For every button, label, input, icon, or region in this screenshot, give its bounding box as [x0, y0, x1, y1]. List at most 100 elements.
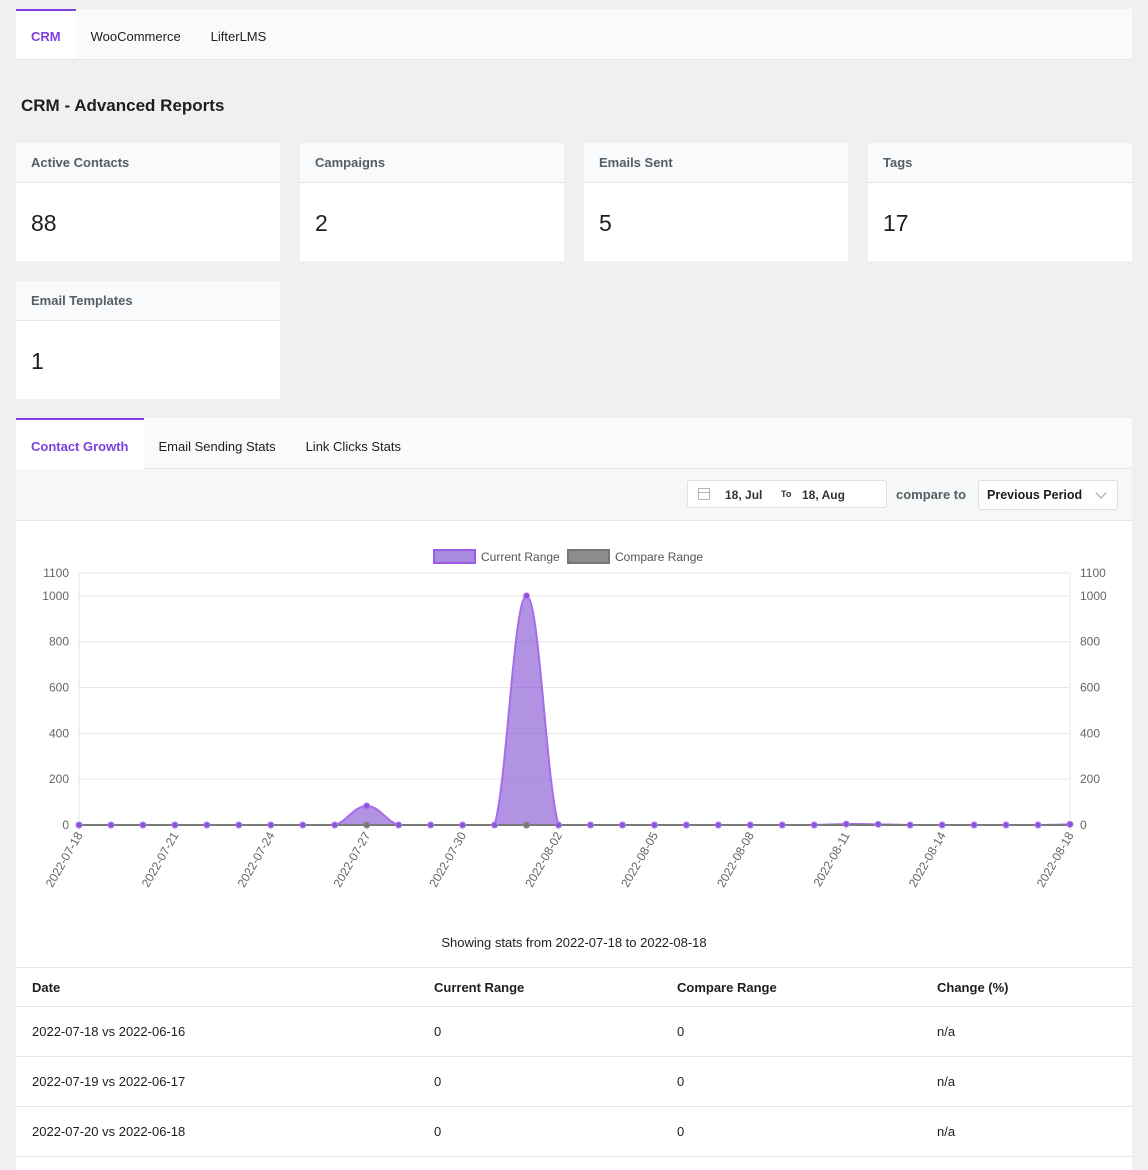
cell-current: 0	[434, 1124, 442, 1139]
card-value: 88	[31, 210, 57, 236]
compare-select[interactable]: Previous Period	[978, 480, 1118, 510]
legend-label-0[interactable]: Current Range	[481, 550, 560, 564]
data-point-0[interactable]	[938, 821, 946, 829]
card-value: 1	[31, 348, 44, 374]
tab-lifterlms[interactable]: LifterLMS	[210, 29, 267, 44]
date-start[interactable]: 18, Jul	[725, 488, 763, 502]
compare-select-value: Previous Period	[987, 488, 1083, 502]
card-value: 5	[599, 210, 612, 236]
cell-current: 0	[434, 1074, 442, 1089]
y-tick-right: 800	[1080, 635, 1100, 649]
data-point-0[interactable]	[874, 820, 882, 828]
data-point-1[interactable]	[363, 821, 371, 829]
cell-date: 2022-07-18 vs 2022-06-16	[32, 1024, 186, 1039]
table-row: 2022-07-20 vs 2022-06-18 0 0 n/a	[16, 1107, 1132, 1157]
x-tick-label: 2022-08-08	[714, 829, 757, 889]
tab-woocommerce[interactable]: WooCommerce	[90, 29, 181, 44]
y-tick-right: 0	[1080, 818, 1087, 832]
card-email-templates: Email Templates 1	[16, 281, 280, 399]
legend-label-1[interactable]: Compare Range	[615, 550, 703, 564]
card-title: Email Templates	[16, 281, 280, 321]
data-point-0[interactable]	[906, 821, 914, 829]
data-point-0[interactable]	[618, 821, 626, 829]
data-point-0[interactable]	[714, 821, 722, 829]
data-point-0[interactable]	[491, 821, 499, 829]
data-point-0[interactable]	[395, 821, 403, 829]
header-current-range: Current Range	[434, 980, 525, 995]
data-point-0[interactable]	[523, 592, 531, 600]
legend-swatch-0[interactable]	[433, 549, 476, 564]
data-point-0[interactable]	[235, 821, 243, 829]
card-active-contacts: Active Contacts 88	[16, 143, 280, 261]
x-tick-label: 2022-07-27	[330, 829, 373, 889]
tab-link-clicks-stats[interactable]: Link Clicks Stats	[305, 439, 401, 454]
y-tick-left: 0	[62, 818, 69, 832]
data-point-0[interactable]	[107, 821, 115, 829]
card-title: Emails Sent	[584, 143, 848, 183]
cell-current: 0	[434, 1024, 442, 1039]
chart-svg: Current Range Compare Range 1100 1100 1000 1…	[42, 549, 1107, 890]
card-campaigns: Campaigns 2	[300, 143, 564, 261]
cell-compare: 0	[677, 1024, 685, 1039]
data-point-0[interactable]	[1002, 821, 1010, 829]
cell-current	[434, 1157, 677, 1170]
table-row: 2022-07-19 vs 2022-06-17 0 0 n/a	[16, 1057, 1132, 1107]
data-point-0[interactable]	[778, 821, 786, 829]
table-row: 2022-07-18 vs 2022-06-16 0 0 n/a	[16, 1007, 1132, 1057]
calendar-icon	[698, 488, 710, 500]
data-point-0[interactable]	[1034, 821, 1042, 829]
data-point-0[interactable]	[139, 821, 147, 829]
top-tab-bar: CRM WooCommerce LifterLMS	[16, 9, 1132, 60]
data-point-0[interactable]	[171, 821, 179, 829]
data-point-0[interactable]	[459, 821, 467, 829]
data-point-0[interactable]	[970, 821, 978, 829]
tab-crm[interactable]: CRM	[16, 9, 76, 59]
date-end[interactable]: 18, Aug	[802, 488, 845, 502]
y-tick-right: 1000	[1080, 589, 1107, 603]
x-tick-label: 2022-07-24	[235, 829, 278, 889]
data-point-0[interactable]	[746, 821, 754, 829]
date-separator: To	[781, 489, 792, 499]
data-point-0[interactable]	[810, 821, 818, 829]
table-row	[16, 1157, 1132, 1170]
series-line-0	[78, 594, 1071, 826]
header-compare-range: Compare Range	[677, 980, 777, 995]
data-point-0[interactable]	[842, 820, 850, 828]
cell-change	[937, 1157, 1132, 1170]
cell-change: n/a	[937, 1024, 956, 1039]
data-point-0[interactable]	[555, 821, 563, 829]
cell-date: 2022-07-19 vs 2022-06-17	[32, 1074, 186, 1089]
data-point-0[interactable]	[267, 821, 275, 829]
cell-compare: 0	[677, 1074, 685, 1089]
tab-email-sending-stats[interactable]: Email Sending Stats	[158, 439, 276, 454]
y-tick-left: 400	[49, 726, 69, 740]
data-point-0[interactable]	[299, 821, 307, 829]
showing-stats-text: Showing stats from 2022-07-18 to 2022-08…	[441, 935, 707, 950]
y-tick-right: 600	[1080, 681, 1100, 695]
data-point-0[interactable]	[650, 821, 658, 829]
data-point-0[interactable]	[331, 821, 339, 829]
data-point-0[interactable]	[427, 821, 435, 829]
data-point-0[interactable]	[1066, 820, 1074, 828]
stats-panel: Contact Growth Email Sending Stats Link …	[16, 418, 1132, 1170]
stats-tab-bar: Contact Growth Email Sending Stats Link …	[16, 418, 1132, 469]
header-date: Date	[32, 980, 61, 995]
stats-table: Date Current Range Compare Range Change …	[16, 967, 1132, 1170]
data-point-0[interactable]	[682, 821, 690, 829]
table-header-row: Date Current Range Compare Range Change …	[16, 968, 1132, 1007]
x-tick-label: 2022-08-02	[522, 829, 565, 889]
data-point-0[interactable]	[203, 821, 211, 829]
legend-swatch-1[interactable]	[567, 549, 610, 564]
y-tick-right: 1100	[1080, 566, 1106, 580]
chevron-down-icon	[1095, 487, 1107, 499]
cell-compare: 0	[677, 1124, 685, 1139]
y-tick-right: 400	[1080, 726, 1100, 740]
data-point-0[interactable]	[75, 821, 83, 829]
tab-contact-growth[interactable]: Contact Growth	[16, 418, 144, 469]
header-change: Change (%)	[937, 980, 1009, 995]
date-range-picker[interactable]: 18, Jul To 18, Aug	[687, 480, 887, 508]
data-point-1[interactable]	[523, 821, 531, 829]
data-point-0[interactable]	[586, 821, 594, 829]
data-point-0[interactable]	[363, 802, 371, 810]
card-emails-sent: Emails Sent 5	[584, 143, 848, 261]
